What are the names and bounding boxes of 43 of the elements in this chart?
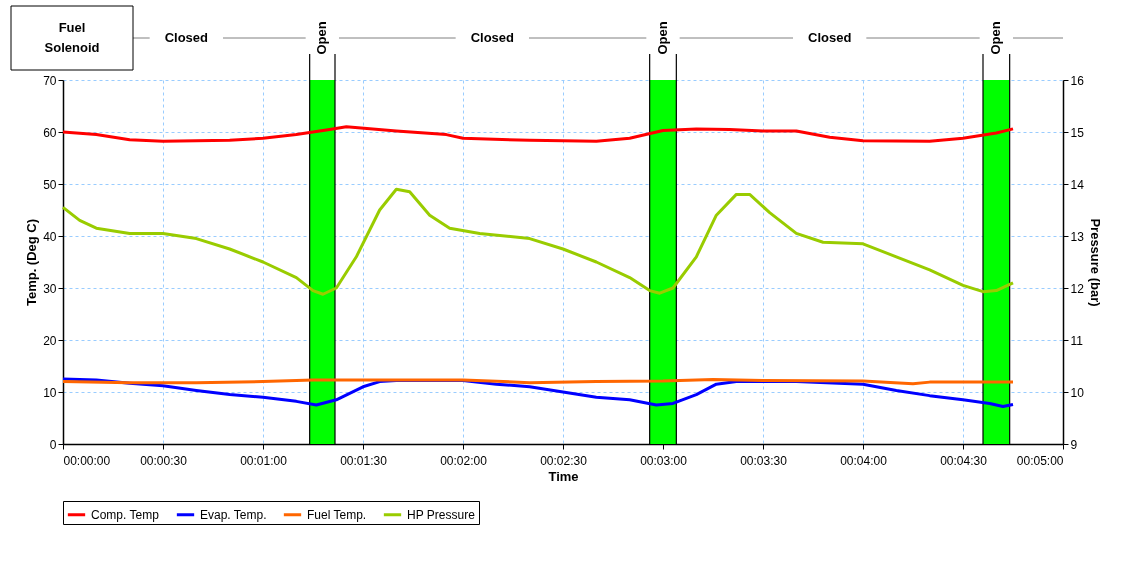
y-tick-label: 20 (43, 333, 57, 348)
x-tick-label: 00:00:00 (63, 453, 111, 468)
x-tick-label: 00:03:30 (740, 453, 788, 468)
x-tick-label: 00:04:30 (940, 453, 988, 468)
y-tick-label: 40 (43, 229, 57, 244)
legend-label: Evap. Temp. (200, 507, 267, 522)
x-tick-label: 00:05:00 (1016, 453, 1064, 468)
line-series (61, 187, 1015, 296)
x-tick-label: 00:04:00 (840, 453, 888, 468)
line-series (61, 125, 1015, 143)
band-label: Open (655, 21, 670, 55)
y-tick-label: 60 (43, 125, 57, 140)
y-tick-label: 70 (43, 73, 57, 88)
y-tick-label: 30 (43, 281, 57, 296)
y2-tick-label: 11 (1070, 333, 1084, 348)
y-tick-label: 0 (49, 437, 57, 452)
text: Closed (164, 30, 209, 45)
x-tick-label: 00:01:00 (240, 453, 288, 468)
y-tick-label: 50 (43, 177, 57, 192)
x-axis-title: Time (548, 468, 579, 484)
y2-tick-label: 12 (1070, 281, 1085, 296)
x-tick-label: 00:03:00 (640, 453, 688, 468)
y2-tick-label: 15 (1070, 125, 1085, 140)
y2-tick-label: 10 (1070, 385, 1085, 400)
y2-axis-title: Pressure (bar) (1087, 218, 1103, 307)
y2-tick-label: 13 (1070, 229, 1085, 244)
band-label: Open (314, 21, 330, 55)
x-tick-label: 00:00:30 (140, 453, 188, 468)
text: Closed (470, 30, 515, 45)
y2-tick-label: 14 (1070, 177, 1085, 192)
legend-label: Fuel Temp. (307, 507, 367, 522)
legend-label: HP Pressure (407, 507, 476, 522)
band-label: Open (988, 21, 1004, 55)
text: Closed (807, 30, 852, 45)
y2-tick-label: 16 (1070, 73, 1085, 88)
y2-tick-label: 9 (1070, 437, 1078, 452)
x-tick-label: 00:02:30 (540, 453, 588, 468)
text: Fuel Solenoid (44, 20, 100, 55)
y-axis-title: Temp. (Deg C) (24, 218, 40, 307)
legend-label: Comp. Temp (91, 507, 160, 522)
y-tick-label: 10 (43, 385, 57, 400)
x-tick-label: 00:02:00 (440, 453, 488, 468)
x-tick-label: 00:01:30 (340, 453, 388, 468)
